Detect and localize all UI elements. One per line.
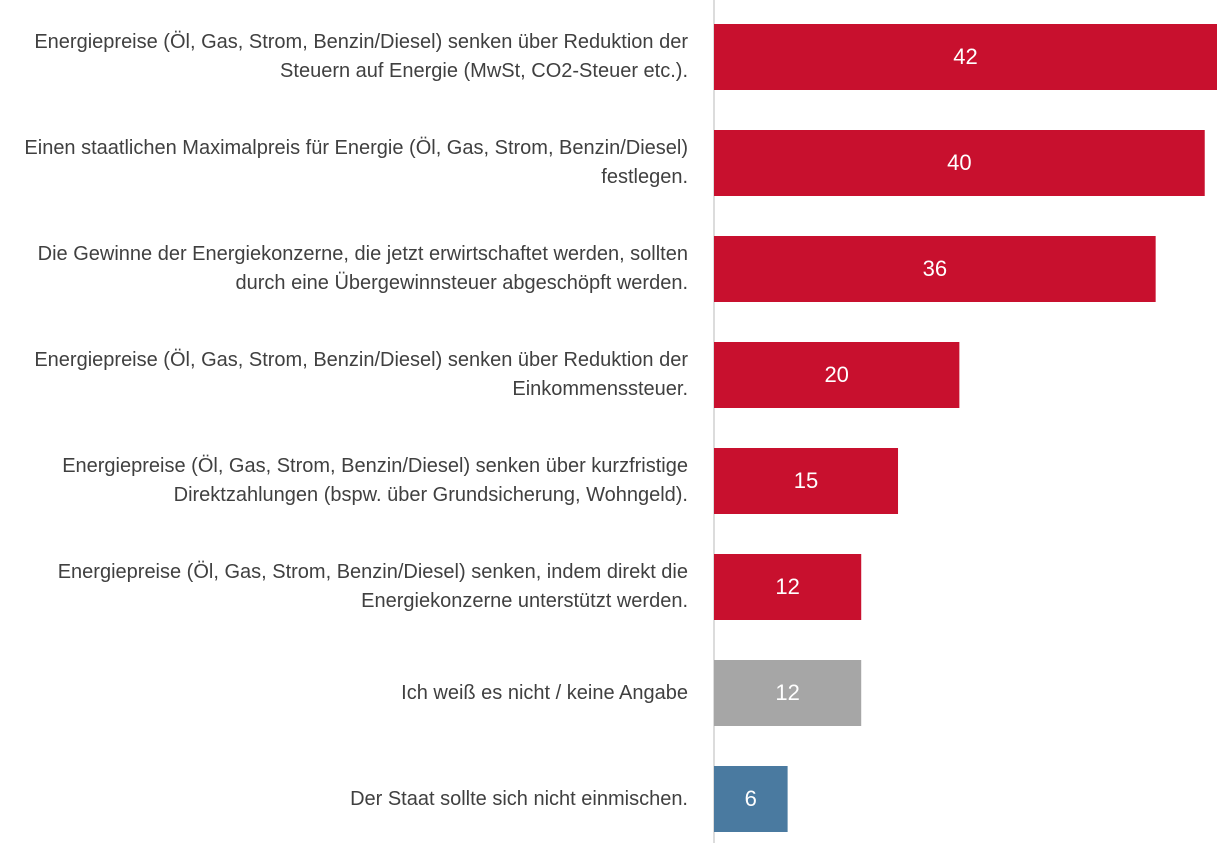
value-label: 42	[953, 44, 977, 69]
value-label: 40	[947, 150, 971, 175]
bar	[714, 342, 960, 408]
value-label: 15	[794, 468, 818, 493]
category-label: Energiepreise (Öl, Gas, Strom, Benzin/Di…	[34, 31, 688, 82]
bar	[714, 24, 1217, 90]
bar	[714, 448, 899, 514]
bar	[714, 660, 862, 726]
bar	[714, 236, 1156, 302]
category-label: Energiepreise (Öl, Gas, Strom, Benzin/Di…	[62, 455, 688, 506]
bar	[714, 766, 788, 832]
bar	[714, 554, 862, 620]
category-label: Energiepreise (Öl, Gas, Strom, Benzin/Di…	[57, 561, 688, 612]
value-label: 12	[775, 680, 799, 705]
category-label: Der Staat sollte sich nicht einmischen.	[350, 787, 688, 810]
bar	[714, 130, 1205, 196]
category-label: Ich weiß es nicht / keine Angabe	[401, 681, 688, 704]
value-label: 20	[824, 362, 848, 387]
value-label: 36	[923, 256, 947, 281]
category-label: Die Gewinne der Energiekonzerne, die jet…	[37, 243, 688, 294]
value-label: 6	[745, 786, 757, 811]
value-label: 12	[775, 574, 799, 599]
category-label: Energiepreise (Öl, Gas, Strom, Benzin/Di…	[34, 349, 688, 400]
category-label: Einen staatlichen Maximalpreis für Energ…	[24, 137, 688, 188]
